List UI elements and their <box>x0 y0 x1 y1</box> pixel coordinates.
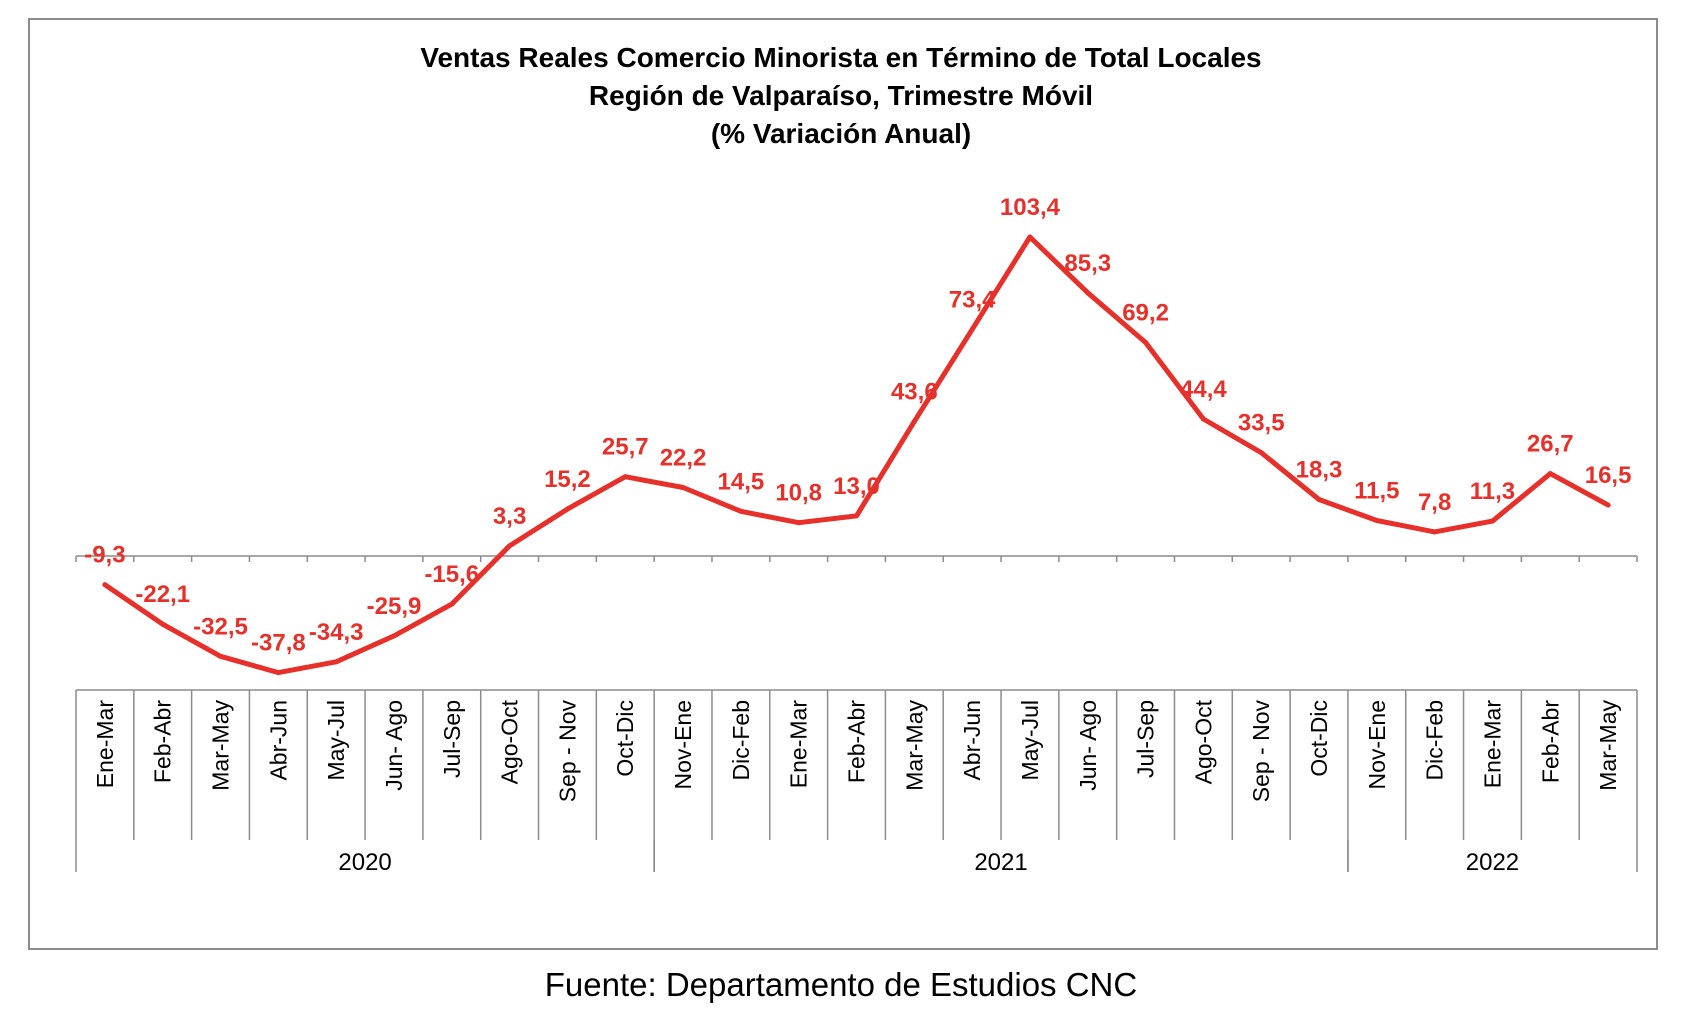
data-point <box>275 670 281 676</box>
data-point <box>738 508 744 514</box>
data-point <box>1316 497 1322 503</box>
chart-title-line-1: Ventas Reales Comercio Minorista en Térm… <box>420 42 1262 73</box>
data-point <box>1605 502 1611 508</box>
category-label: Ene-Mar <box>786 700 812 789</box>
data-label: 10,8 <box>775 480 822 507</box>
data-label: 3,3 <box>493 503 526 530</box>
data-point <box>391 633 397 639</box>
category-label: May-Jul <box>1017 700 1043 781</box>
data-label: 69,2 <box>1122 300 1169 327</box>
data-label: -25,9 <box>367 593 422 620</box>
data-label: -34,3 <box>309 619 364 646</box>
category-label: Sep - Nov <box>554 700 580 803</box>
year-label: 2020 <box>338 849 391 876</box>
data-point <box>449 601 455 607</box>
data-label: 43,6 <box>891 378 938 405</box>
data-label: 14,5 <box>718 468 765 495</box>
data-label: 13,0 <box>833 473 880 500</box>
category-label: Ene-Mar <box>92 700 118 789</box>
data-label: 11,5 <box>1354 478 1399 505</box>
category-label: Jun- Ago <box>381 700 407 791</box>
category-label: Ago-Oct <box>1190 699 1216 784</box>
data-label: 73,4 <box>949 287 996 314</box>
category-label: Jun- Ago <box>1075 700 1101 791</box>
category-label: Feb-Abr <box>150 700 176 783</box>
category-label: Ene-Mar <box>1479 700 1505 789</box>
data-label: 15,2 <box>544 466 591 493</box>
data-point <box>1143 340 1149 346</box>
data-point <box>1200 416 1206 422</box>
data-point <box>911 418 917 424</box>
data-label: 22,2 <box>660 445 707 472</box>
source-note: Fuente: Departamento de Estudios CNC <box>544 966 1138 1003</box>
data-point <box>507 543 513 549</box>
data-label: -15,6 <box>424 561 479 588</box>
data-point <box>160 621 166 627</box>
category-label: Abr-Jun <box>959 700 985 781</box>
data-label: 18,3 <box>1296 457 1343 484</box>
data-point <box>1547 471 1553 477</box>
data-point <box>1085 290 1091 296</box>
data-point <box>218 653 224 659</box>
data-point <box>333 659 339 665</box>
category-label: Oct-Dic <box>612 700 638 777</box>
data-point <box>1432 529 1438 535</box>
data-label: -9,3 <box>84 542 125 569</box>
data-point <box>1027 234 1033 240</box>
data-label: 85,3 <box>1064 250 1111 277</box>
data-label: -32,5 <box>193 613 248 640</box>
data-label: 25,7 <box>602 434 649 461</box>
data-label: 11,3 <box>1470 478 1515 505</box>
category-label: Dic-Feb <box>1422 700 1448 781</box>
data-point <box>1489 518 1495 524</box>
category-label: Dic-Feb <box>728 700 754 781</box>
year-label: 2022 <box>1466 849 1519 876</box>
category-label: Feb-Abr <box>1537 700 1563 783</box>
category-label: Jul-Sep <box>439 700 465 778</box>
category-label: Mar-May <box>901 700 927 791</box>
category-label: Oct-Dic <box>1306 700 1332 777</box>
data-point <box>1374 518 1380 524</box>
category-label: Ago-Oct <box>497 699 523 784</box>
series-line <box>102 234 1611 676</box>
chart-frame <box>28 18 1658 950</box>
year-label: 2021 <box>974 849 1027 876</box>
data-label: 26,7 <box>1527 431 1574 458</box>
category-label: Feb-Abr <box>844 700 870 783</box>
data-label: 103,4 <box>1000 194 1061 221</box>
data-point <box>854 513 859 519</box>
data-point <box>564 506 570 512</box>
category-label: Sep - Nov <box>1248 700 1274 803</box>
data-label: 7,8 <box>1418 489 1451 516</box>
chart-title-line-3: (% Variación Anual) <box>710 118 972 149</box>
category-label: May-Jul <box>323 700 349 781</box>
data-label: 44,4 <box>1180 376 1227 403</box>
data-label: -37,8 <box>251 630 306 657</box>
category-label: Mar-May <box>1595 700 1621 791</box>
category-label: Abr-Jun <box>265 700 291 781</box>
data-label: 33,5 <box>1238 410 1285 437</box>
data-label: -22,1 <box>135 581 190 608</box>
data-point <box>622 474 628 480</box>
chart-title-line-2: Región de Valparaíso, Trimestre Móvil <box>588 80 1094 111</box>
data-point <box>680 485 686 491</box>
category-label: Mar-May <box>208 700 234 791</box>
data-point <box>102 582 108 588</box>
category-label: Jul-Sep <box>1133 700 1159 778</box>
data-point <box>1258 450 1264 456</box>
data-label: 16,5 <box>1585 462 1632 489</box>
data-point <box>969 327 975 333</box>
line-chart: Ene-Mar Feb-Abr Mar-May Abr-Jun May-Jul Jun- … <box>75 194 1638 876</box>
category-label: Nov-Ene <box>1364 700 1390 789</box>
category-label: Nov-Ene <box>670 700 696 789</box>
data-point <box>796 520 802 526</box>
